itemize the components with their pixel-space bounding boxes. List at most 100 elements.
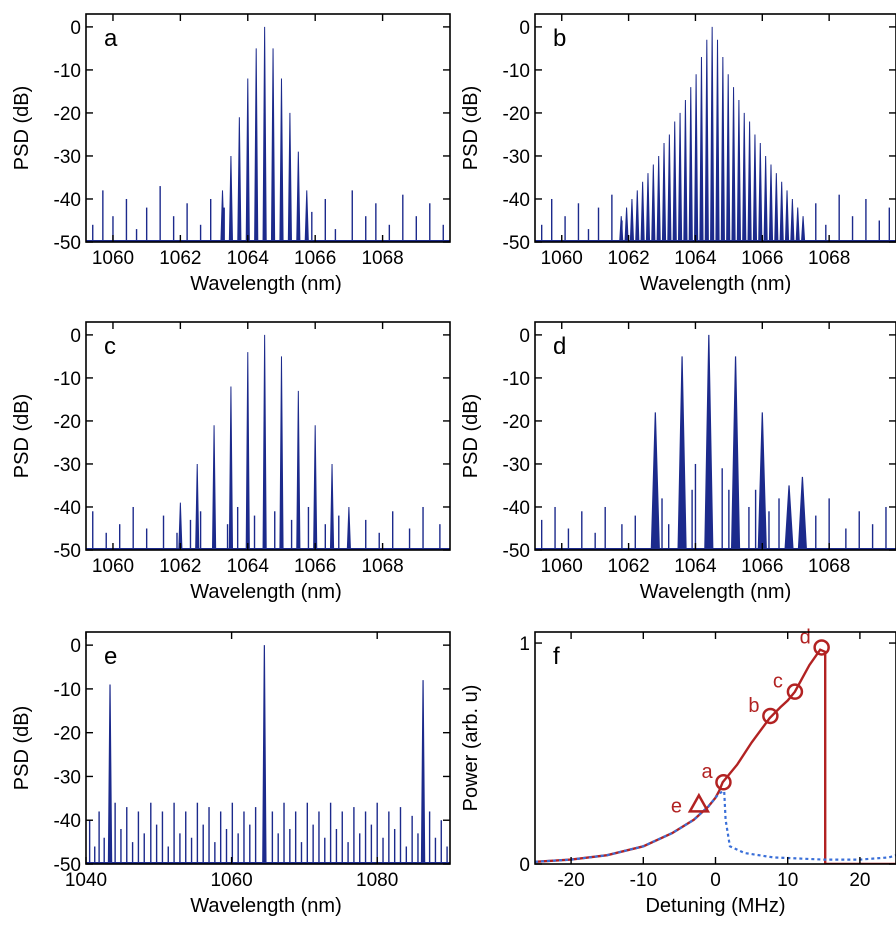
x-tick-label: -20 — [557, 870, 584, 891]
comb-line — [683, 100, 688, 242]
marker-label-e: e — [671, 795, 682, 817]
comb-line — [629, 198, 635, 242]
y-tick-label: 0 — [70, 18, 81, 39]
plot-frame — [534, 631, 896, 865]
y-axis-label: PSD (dB) — [460, 86, 482, 170]
plot-frame — [85, 631, 451, 865]
comb-line — [619, 216, 624, 242]
spectral-peak — [677, 356, 687, 550]
plot-frame — [85, 13, 451, 243]
x-tick-label: 1064 — [227, 248, 270, 269]
comb-line — [677, 112, 683, 242]
x-tick-label: 1062 — [607, 248, 649, 269]
comb-line — [672, 121, 677, 242]
comb-line — [296, 151, 301, 242]
y-tick-label: 0 — [519, 326, 530, 347]
comb-line — [667, 134, 672, 242]
y-tick-label: -50 — [503, 541, 530, 562]
comb-line — [329, 463, 335, 550]
x-tick-label: 20 — [849, 870, 870, 891]
marker-e — [687, 792, 711, 813]
y-tick-label: 0 — [70, 326, 81, 347]
y-tick-label: -40 — [503, 190, 530, 211]
comb-line — [736, 100, 741, 242]
comb-line — [262, 334, 267, 550]
x-tick-label: 1062 — [159, 248, 201, 269]
x-tick-label: 1066 — [741, 556, 783, 577]
y-tick-label: -10 — [54, 369, 81, 390]
x-tick-label: 1066 — [294, 556, 336, 577]
x-tick-label: 1062 — [607, 556, 649, 577]
x-tick-label: 1068 — [808, 248, 850, 269]
y-axis-label: PSD (dB) — [11, 394, 33, 478]
comb-line — [710, 26, 715, 242]
spectral-peak — [784, 485, 794, 550]
x-tick-label: 1064 — [674, 248, 717, 269]
comb-line — [651, 164, 656, 242]
x-tick-label: 10 — [777, 870, 798, 891]
panel-letter: a — [104, 25, 118, 52]
comb-line — [279, 78, 284, 242]
y-tick-label: -40 — [54, 811, 81, 832]
plot-data — [86, 645, 450, 864]
y-tick-label: 1 — [519, 634, 530, 655]
comb-line — [211, 425, 217, 550]
panel-letter: e — [104, 643, 117, 670]
plot-frame — [85, 321, 451, 551]
comb-line — [296, 390, 301, 550]
y-tick-label: -50 — [54, 541, 81, 562]
comb-line — [790, 198, 795, 242]
comb-line — [768, 164, 774, 242]
spectral-peak — [420, 680, 426, 864]
comb-line — [270, 48, 276, 242]
y-tick-label: -10 — [54, 61, 81, 82]
y-axis-label: PSD (dB) — [11, 86, 33, 170]
comb-line — [313, 425, 318, 550]
comb-line — [800, 216, 806, 242]
plot-data — [86, 334, 450, 550]
x-tick-label: 1080 — [356, 870, 398, 891]
panel-a: 1060 1062 1064 1066 1068 0 -10 -20 -30 -40 -50 Wave… — [11, 13, 451, 295]
panel-b: 1060 1062 1064 1066 1068 0 -10 -20 -30 -40 -50 Wave… — [460, 13, 896, 295]
comb-line — [731, 87, 736, 242]
panel-letter: f — [553, 643, 560, 670]
y-axis-label: Power (arb. u) — [460, 685, 482, 812]
panel-letter: b — [553, 25, 566, 52]
comb-line — [742, 112, 747, 242]
x-axis-label: Wavelength (nm) — [190, 895, 342, 917]
x-tick-label: 1060 — [541, 556, 583, 577]
comb-line — [747, 121, 752, 242]
comb-line — [763, 155, 768, 242]
y-tick-label: -50 — [54, 233, 81, 254]
y-tick-label: -10 — [503, 61, 530, 82]
comb-line — [640, 181, 645, 242]
x-tick-label: 1040 — [65, 870, 107, 891]
marker-c — [786, 683, 804, 700]
y-tick-label: -40 — [503, 498, 530, 519]
y-tick-label: -10 — [54, 680, 81, 701]
comb-line — [661, 143, 667, 242]
panel-c: 1060 1062 1064 1066 1068 0 -10 -20 -30 -40 -50 Wave… — [11, 321, 451, 603]
y-tick-label: -40 — [54, 498, 81, 519]
y-tick-label: -50 — [503, 233, 530, 254]
y-tick-label: -20 — [503, 104, 530, 125]
comb-line — [784, 190, 790, 242]
x-axis-label: Wavelength (nm) — [190, 581, 342, 603]
comb-line — [726, 74, 731, 242]
spectral-peak — [262, 645, 267, 864]
comb-line — [287, 112, 293, 242]
comb-line — [779, 181, 784, 242]
x-tick-label: 1064 — [674, 556, 717, 577]
y-tick-label: -20 — [54, 412, 81, 433]
comb-line — [228, 386, 234, 550]
comb-line — [346, 506, 351, 550]
x-tick-label: 1066 — [294, 248, 336, 269]
x-tick-label: -10 — [630, 870, 657, 891]
y-tick-label: -20 — [54, 724, 81, 745]
y-tick-label: -10 — [503, 369, 530, 390]
y-tick-label: 0 — [519, 855, 530, 876]
plot-frame — [534, 13, 896, 243]
comb-line — [720, 57, 725, 242]
marker-a — [715, 773, 732, 791]
comb-line — [704, 39, 709, 242]
